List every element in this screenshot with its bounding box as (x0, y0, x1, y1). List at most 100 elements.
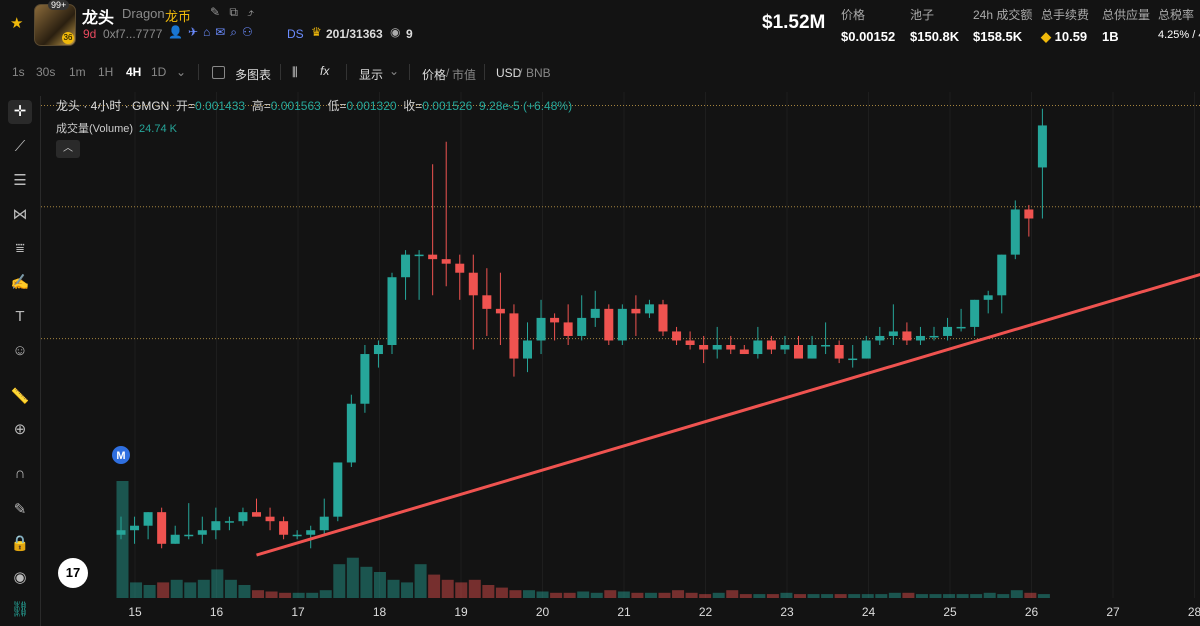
x-tick-label: 17 (291, 605, 305, 619)
zoom-in-icon[interactable]: ⊕ (13, 421, 27, 438)
emoji-tool-icon[interactable]: ☺ (12, 342, 28, 359)
candle-body (306, 530, 316, 535)
magnet-icon[interactable]: ∩ (14, 465, 26, 482)
volume-bar (970, 594, 983, 598)
volume-bar (414, 564, 427, 598)
tf-30s[interactable]: 30s (36, 65, 56, 79)
multi-chart-label[interactable]: 多图表 (235, 68, 272, 82)
candle-body (197, 530, 207, 535)
token-address[interactable]: 0xf7...7777 (103, 27, 163, 41)
candle-body (699, 345, 709, 350)
volume-bar (170, 579, 183, 598)
tf-1s[interactable]: 1s (12, 65, 25, 79)
legend-change: 9.28e-5 (+6.48%) (479, 99, 573, 113)
candle-body (794, 345, 803, 359)
tf-dropdown-chevron-icon[interactable]: ⌄ (176, 65, 187, 79)
favorite-star-icon[interactable]: ★ (10, 15, 24, 32)
volume-bar (130, 582, 143, 598)
candle-body (1037, 125, 1047, 168)
forecast-tool-icon[interactable]: ⩸ (15, 240, 25, 257)
legend-low: 0.001320 (346, 99, 397, 113)
multi-chart-checkbox[interactable] (212, 66, 225, 79)
candle-body (590, 308, 600, 318)
usd-toggle[interactable]: USD (496, 66, 522, 80)
volume-bar (915, 594, 928, 598)
x-tick-label: 19 (454, 605, 468, 619)
link-icon[interactable]: ⛓ (10, 601, 30, 618)
volume-bar (699, 594, 712, 598)
volume-bar (604, 590, 617, 598)
candle-body (346, 403, 356, 463)
volume-bar (739, 594, 752, 598)
fib-tool-icon[interactable]: ☰ (13, 172, 27, 189)
price-toggle[interactable]: 价格 (422, 68, 447, 82)
dexscreener-link[interactable]: DS (287, 27, 304, 41)
tf-1h[interactable]: 1H (98, 65, 114, 79)
bnb-toggle[interactable]: BNB (526, 66, 551, 80)
volume-bar (346, 557, 359, 598)
candle-body (943, 326, 953, 336)
x-tick-label: 22 (699, 605, 713, 619)
lock-icon[interactable]: 🔒 (10, 535, 30, 552)
candle-body (848, 358, 858, 361)
tf-1d[interactable]: 1D (151, 65, 167, 79)
mcap-toggle[interactable]: 市值 (452, 68, 477, 82)
volume-value: 24.74 K (139, 123, 177, 135)
token-age: 9d (83, 27, 97, 41)
volume-bar (495, 587, 508, 598)
divider (198, 64, 199, 80)
volume-bar (997, 594, 1010, 598)
candle-body (482, 295, 492, 309)
chart-toolbar: 1s 30s 1m 1H 4H 1D ⌄ (0, 58, 1200, 88)
candle-body (373, 345, 383, 355)
stat-total-tax: 总税率 4.25% / 4 (1158, 8, 1200, 41)
volume-bar (1024, 592, 1037, 598)
lock-draw-icon[interactable]: ✎ (13, 501, 27, 518)
chevron-down-icon[interactable]: ⌄ (389, 64, 400, 78)
candle-body (536, 317, 546, 341)
volume-bar (441, 579, 454, 598)
candle-body (157, 512, 167, 544)
volume-bar (252, 590, 264, 598)
volume-bar (617, 591, 630, 598)
volume-bar (509, 590, 522, 598)
ohlc-legend: 龙头 · 4小时 · GMGN 开=0.001433 高=0.001563 低=… (56, 99, 573, 113)
brush-tool-icon[interactable]: ✍ (10, 274, 30, 291)
x-tick-label: 28 (1188, 605, 1200, 619)
crosshair-icon[interactable]: ✛ (8, 100, 32, 124)
candle-type-icon[interactable]: ⫼ (292, 65, 298, 79)
trendline-tool-icon[interactable]: ⟋ (14, 138, 26, 155)
volume-bar (1037, 594, 1050, 598)
volume-bar (387, 579, 400, 598)
display-menu[interactable]: 显示 (359, 68, 384, 82)
token-name: 龙头 (82, 10, 115, 27)
tradingview-logo[interactable]: 17 (58, 558, 88, 588)
tf-1m[interactable]: 1m (69, 65, 86, 79)
text-tool-icon[interactable]: T (15, 308, 25, 325)
social-links-icons[interactable]: 👤✈⌂✉⌕⚇ (168, 25, 258, 39)
volume-bar (333, 564, 346, 598)
indicators-button[interactable]: fx (320, 64, 330, 78)
volume-bar (672, 590, 685, 598)
candle-body (821, 345, 831, 347)
volume-bar (780, 592, 793, 598)
candle-body (252, 512, 261, 517)
eye-icon: ◉ (390, 25, 401, 39)
visibility-eye-icon[interactable]: ◉ (13, 569, 27, 586)
volume-bar (956, 594, 969, 598)
pattern-tool-icon[interactable]: ⋈ (12, 206, 28, 223)
x-tick-label: 23 (780, 605, 794, 619)
collapse-legend-button[interactable]: ︿ (56, 140, 80, 158)
candle-body (644, 304, 654, 314)
edit-copy-share-icons[interactable]: ✎ ⧉ ⤴ (210, 5, 258, 19)
candle-body (915, 335, 925, 341)
tf-4h[interactable]: 4H (126, 65, 142, 79)
candle-body (130, 525, 140, 531)
volume-bar (157, 582, 170, 598)
candle-body (902, 331, 912, 341)
ruler-tool-icon[interactable]: 📏 (10, 388, 30, 405)
volume-bar (753, 594, 766, 598)
divider (484, 64, 485, 80)
candle-body (834, 345, 844, 359)
